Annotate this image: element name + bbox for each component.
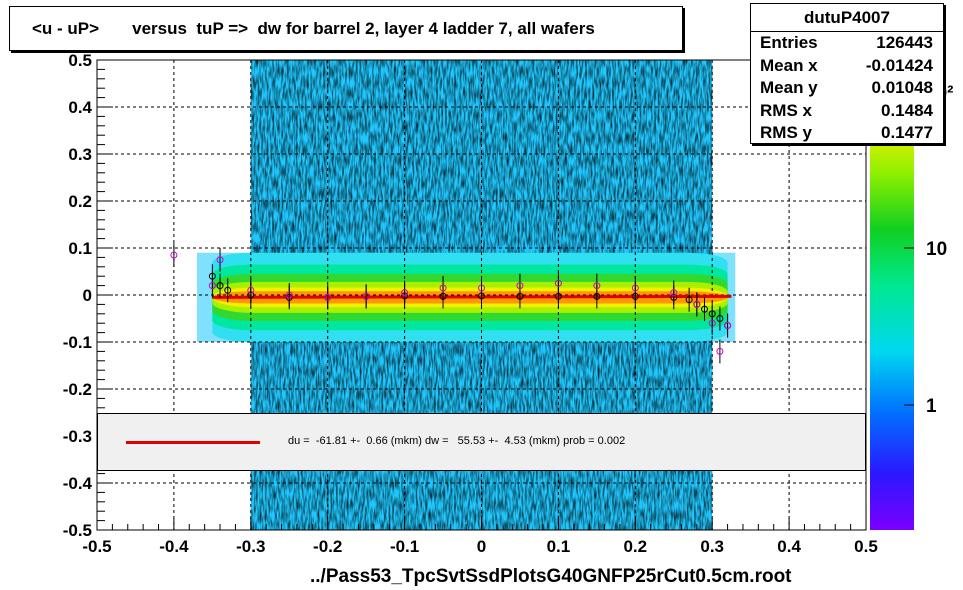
profile-black-point — [716, 315, 724, 322]
profile-magenta-point — [631, 284, 639, 292]
profile-magenta-point — [324, 293, 332, 301]
stats-label: RMS x — [760, 100, 812, 120]
stats-value: -0.01424 — [865, 55, 933, 75]
stats-label: Mean y — [760, 78, 818, 97]
profile-magenta-point — [247, 286, 255, 294]
y-tick-label: 0.2 — [68, 192, 92, 211]
stats-row-mean-x: Mean x -0.01424 — [751, 55, 943, 78]
profile-magenta-point — [208, 282, 216, 290]
y-tick-label: 0.4 — [68, 98, 92, 117]
profile-magenta-point — [724, 322, 732, 330]
stats-histogram-name: dutuP4007 — [751, 4, 943, 32]
source-file-label: ../Pass53_TpcSvtSsdPlotsG40GNFP25rCut0.5… — [310, 566, 792, 587]
x-tick-label: -0.3 — [236, 537, 265, 556]
z-tick-label: 10 — [926, 239, 947, 260]
stats-box: dutuP4007 Entries 126443 Mean x -0.01424 M… — [750, 3, 944, 144]
stats-row-rms-x: RMS x 0.1484 — [751, 100, 943, 123]
profile-magenta-point — [593, 282, 601, 290]
y-tick-label: 0 — [83, 286, 92, 305]
data-overlays — [170, 243, 732, 364]
fit-line — [212, 294, 732, 299]
stats-row-rms-y: RMS y 0.1477 — [751, 122, 943, 145]
x-tick-label: 0.4 — [777, 537, 801, 556]
profile-magenta-point — [554, 279, 562, 287]
x-tick-label: 0.3 — [700, 537, 724, 556]
profile-magenta-point — [708, 319, 716, 327]
y-tick-label: -0.1 — [63, 333, 92, 352]
axes: -0.5 -0.4 -0.3 -0.2 -0.1 0 0.1 0.2 0.3 0.4 0.5 -0.5… — [63, 51, 878, 556]
profile-magenta-point — [285, 291, 293, 299]
profile-black-point — [701, 305, 709, 313]
y-tick-label: -0.2 — [63, 380, 92, 399]
z-tick-label: 1 — [926, 396, 937, 417]
plot-title: <u - uP> versus tuP => dw for barrel 2, … — [9, 6, 683, 51]
stats-label: RMS y — [760, 123, 812, 142]
stats-label: Mean x — [760, 55, 818, 75]
profile-black-point — [685, 296, 693, 304]
profile-black-point — [216, 282, 224, 290]
profile-magenta-point — [716, 347, 724, 355]
y-tick-label: -0.4 — [63, 474, 93, 493]
stats-row-mean-y: Mean y 0.01048 — [751, 77, 943, 100]
y-tick-label: 0.1 — [68, 239, 92, 258]
profile-magenta-point — [170, 251, 178, 259]
y-tick-label: -0.3 — [63, 427, 92, 446]
stats-value: 0.1484 — [881, 100, 933, 120]
x-tick-label: -0.4 — [159, 537, 189, 556]
profile-black-point — [224, 286, 232, 294]
fit-legend: du = -61.81 +- 0.66 (mkm) dw = 55.53 +- … — [97, 413, 866, 471]
x-tick-label: 0.1 — [547, 537, 571, 556]
profile-magenta-point — [216, 256, 224, 264]
x-tick-label: 0.2 — [623, 537, 647, 556]
y-tick-label: 0.3 — [68, 145, 92, 164]
profile-magenta-point — [478, 284, 485, 292]
stats-row-entries: Entries 126443 — [751, 32, 943, 55]
profile-magenta-point — [670, 289, 678, 297]
profile-magenta-point — [362, 292, 370, 300]
x-tick-label: -0.1 — [390, 537, 419, 556]
stats-label: Entries — [760, 33, 818, 52]
x-tick-label: 0.5 — [854, 537, 878, 556]
y-tick-label: 0.5 — [68, 51, 92, 70]
profile-magenta-point — [516, 282, 524, 290]
stats-value: 0.1477 — [881, 123, 933, 142]
profile-magenta-point — [401, 289, 409, 297]
profile-magenta-point — [439, 284, 447, 292]
x-tick-label: -0.5 — [82, 537, 111, 556]
y-tick-label: -0.5 — [63, 521, 92, 540]
stats-value: 0.01048 — [871, 78, 933, 97]
profile-magenta-point — [693, 300, 701, 308]
legend-fit-line-swatch — [126, 441, 260, 444]
stats-value: 126443 — [876, 33, 933, 52]
x-tick-label: 0 — [477, 537, 486, 556]
x-tick-label: -0.2 — [313, 537, 342, 556]
legend-fit-text: du = -61.81 +- 0.66 (mkm) dw = 55.53 +- … — [288, 435, 626, 447]
